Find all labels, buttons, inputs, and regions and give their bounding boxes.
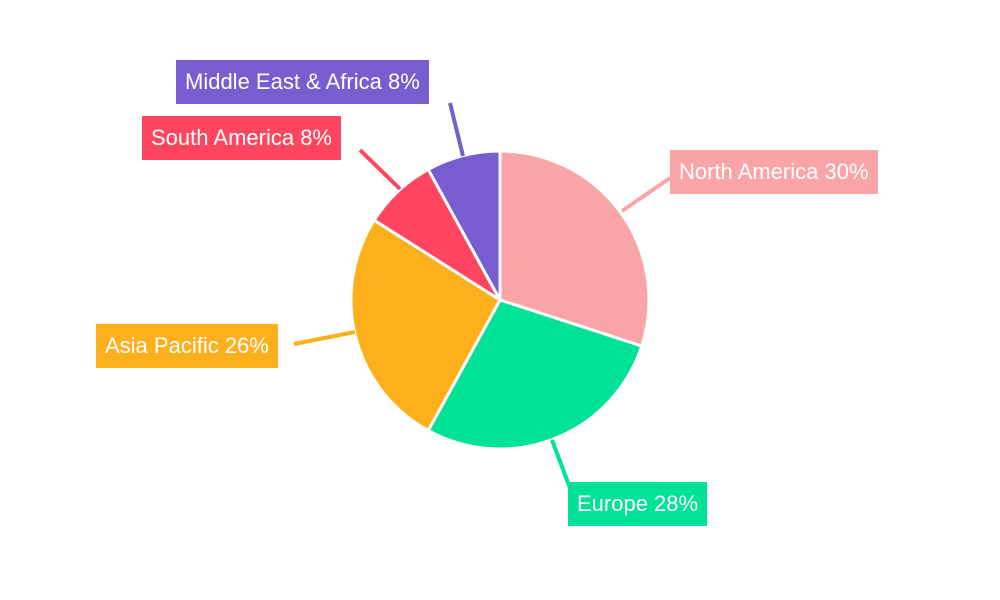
leader-north-america — [620, 176, 672, 213]
pie-slices — [349, 149, 651, 451]
leader-lines — [293, 102, 672, 489]
data-label-middle-east-africa: Middle East & Africa 8% — [176, 60, 429, 104]
leader-south-america — [358, 148, 402, 191]
pie-slice-north-america[interactable] — [498, 149, 651, 348]
data-label-north-america: North America 30% — [670, 150, 878, 194]
pie-slice-asia-pacific[interactable] — [349, 218, 502, 433]
leader-mea — [448, 102, 465, 157]
leader-asia-pacific — [293, 330, 356, 346]
data-label-asia-pacific: Asia Pacific 26% — [96, 324, 278, 368]
leader-europe — [550, 439, 572, 489]
data-label-south-america: South America 8% — [142, 116, 341, 160]
pie-slice-europe[interactable] — [426, 298, 644, 451]
data-label-europe: Europe 28% — [568, 482, 708, 526]
